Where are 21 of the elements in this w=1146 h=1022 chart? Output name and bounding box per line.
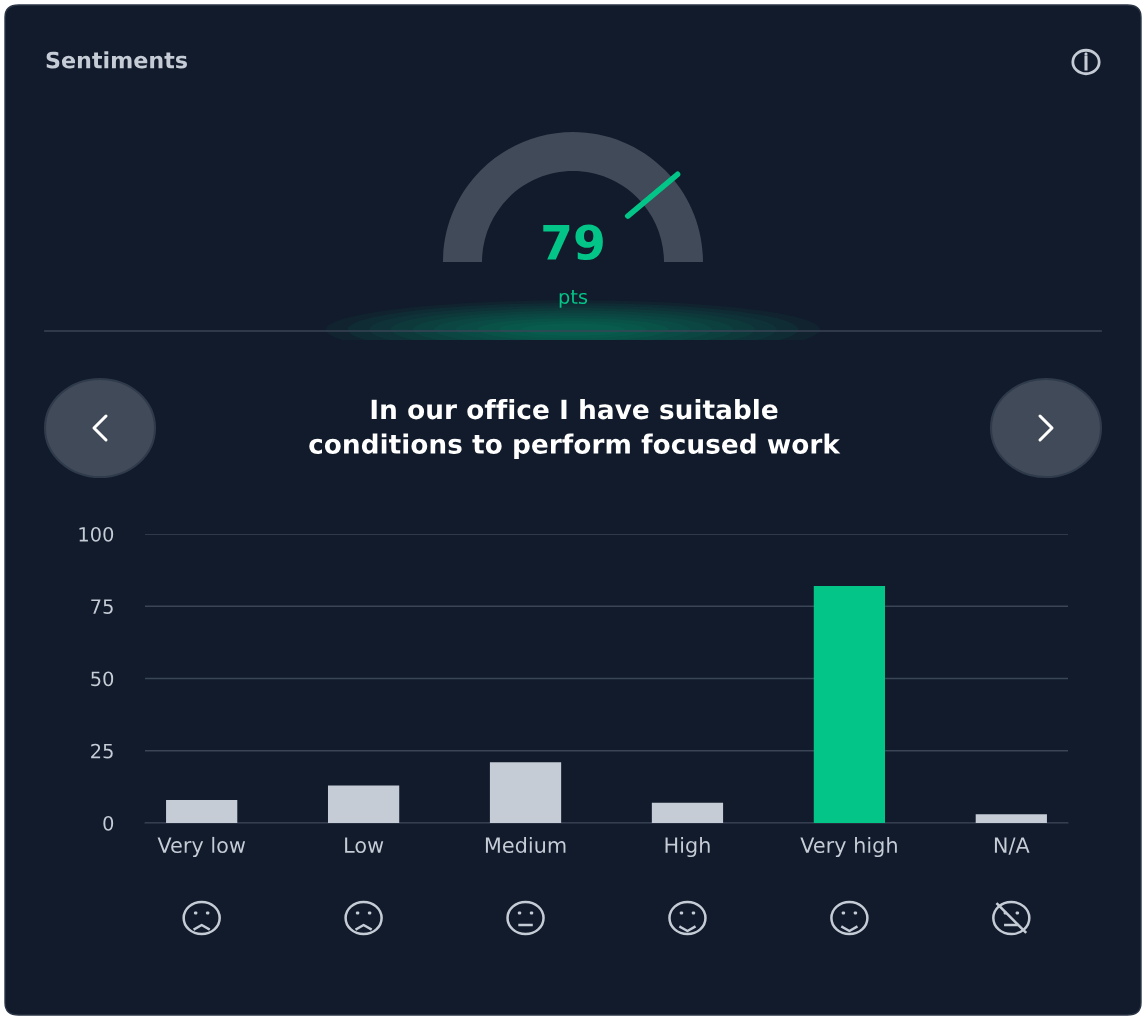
bar [813,586,886,823]
text: Sentiments [46,51,187,69]
x-tick-label: Very low [157,836,246,858]
text: pts [559,290,588,308]
x-tick-label: N/A [994,837,1030,855]
bar [166,799,238,823]
x-tick-label: Low [345,837,384,854]
bar [489,762,562,823]
bar [327,785,400,823]
chart-title: In our office I have suitable conditions to perform focused work [309,398,841,460]
x-tick-label: High [665,836,710,858]
y-tick-label: 75 [91,599,113,614]
y-tick-label: 0 [103,815,114,831]
bar [651,802,724,823]
text: 79 [543,224,603,261]
y-tick-label: 50 [91,671,114,687]
y-tick-label: 100 [79,526,114,542]
x-tick-label: Very high [800,836,897,858]
bar [975,814,1047,823]
x-tick-label: Medium [485,836,566,854]
y-tick-label: 25 [91,743,113,759]
